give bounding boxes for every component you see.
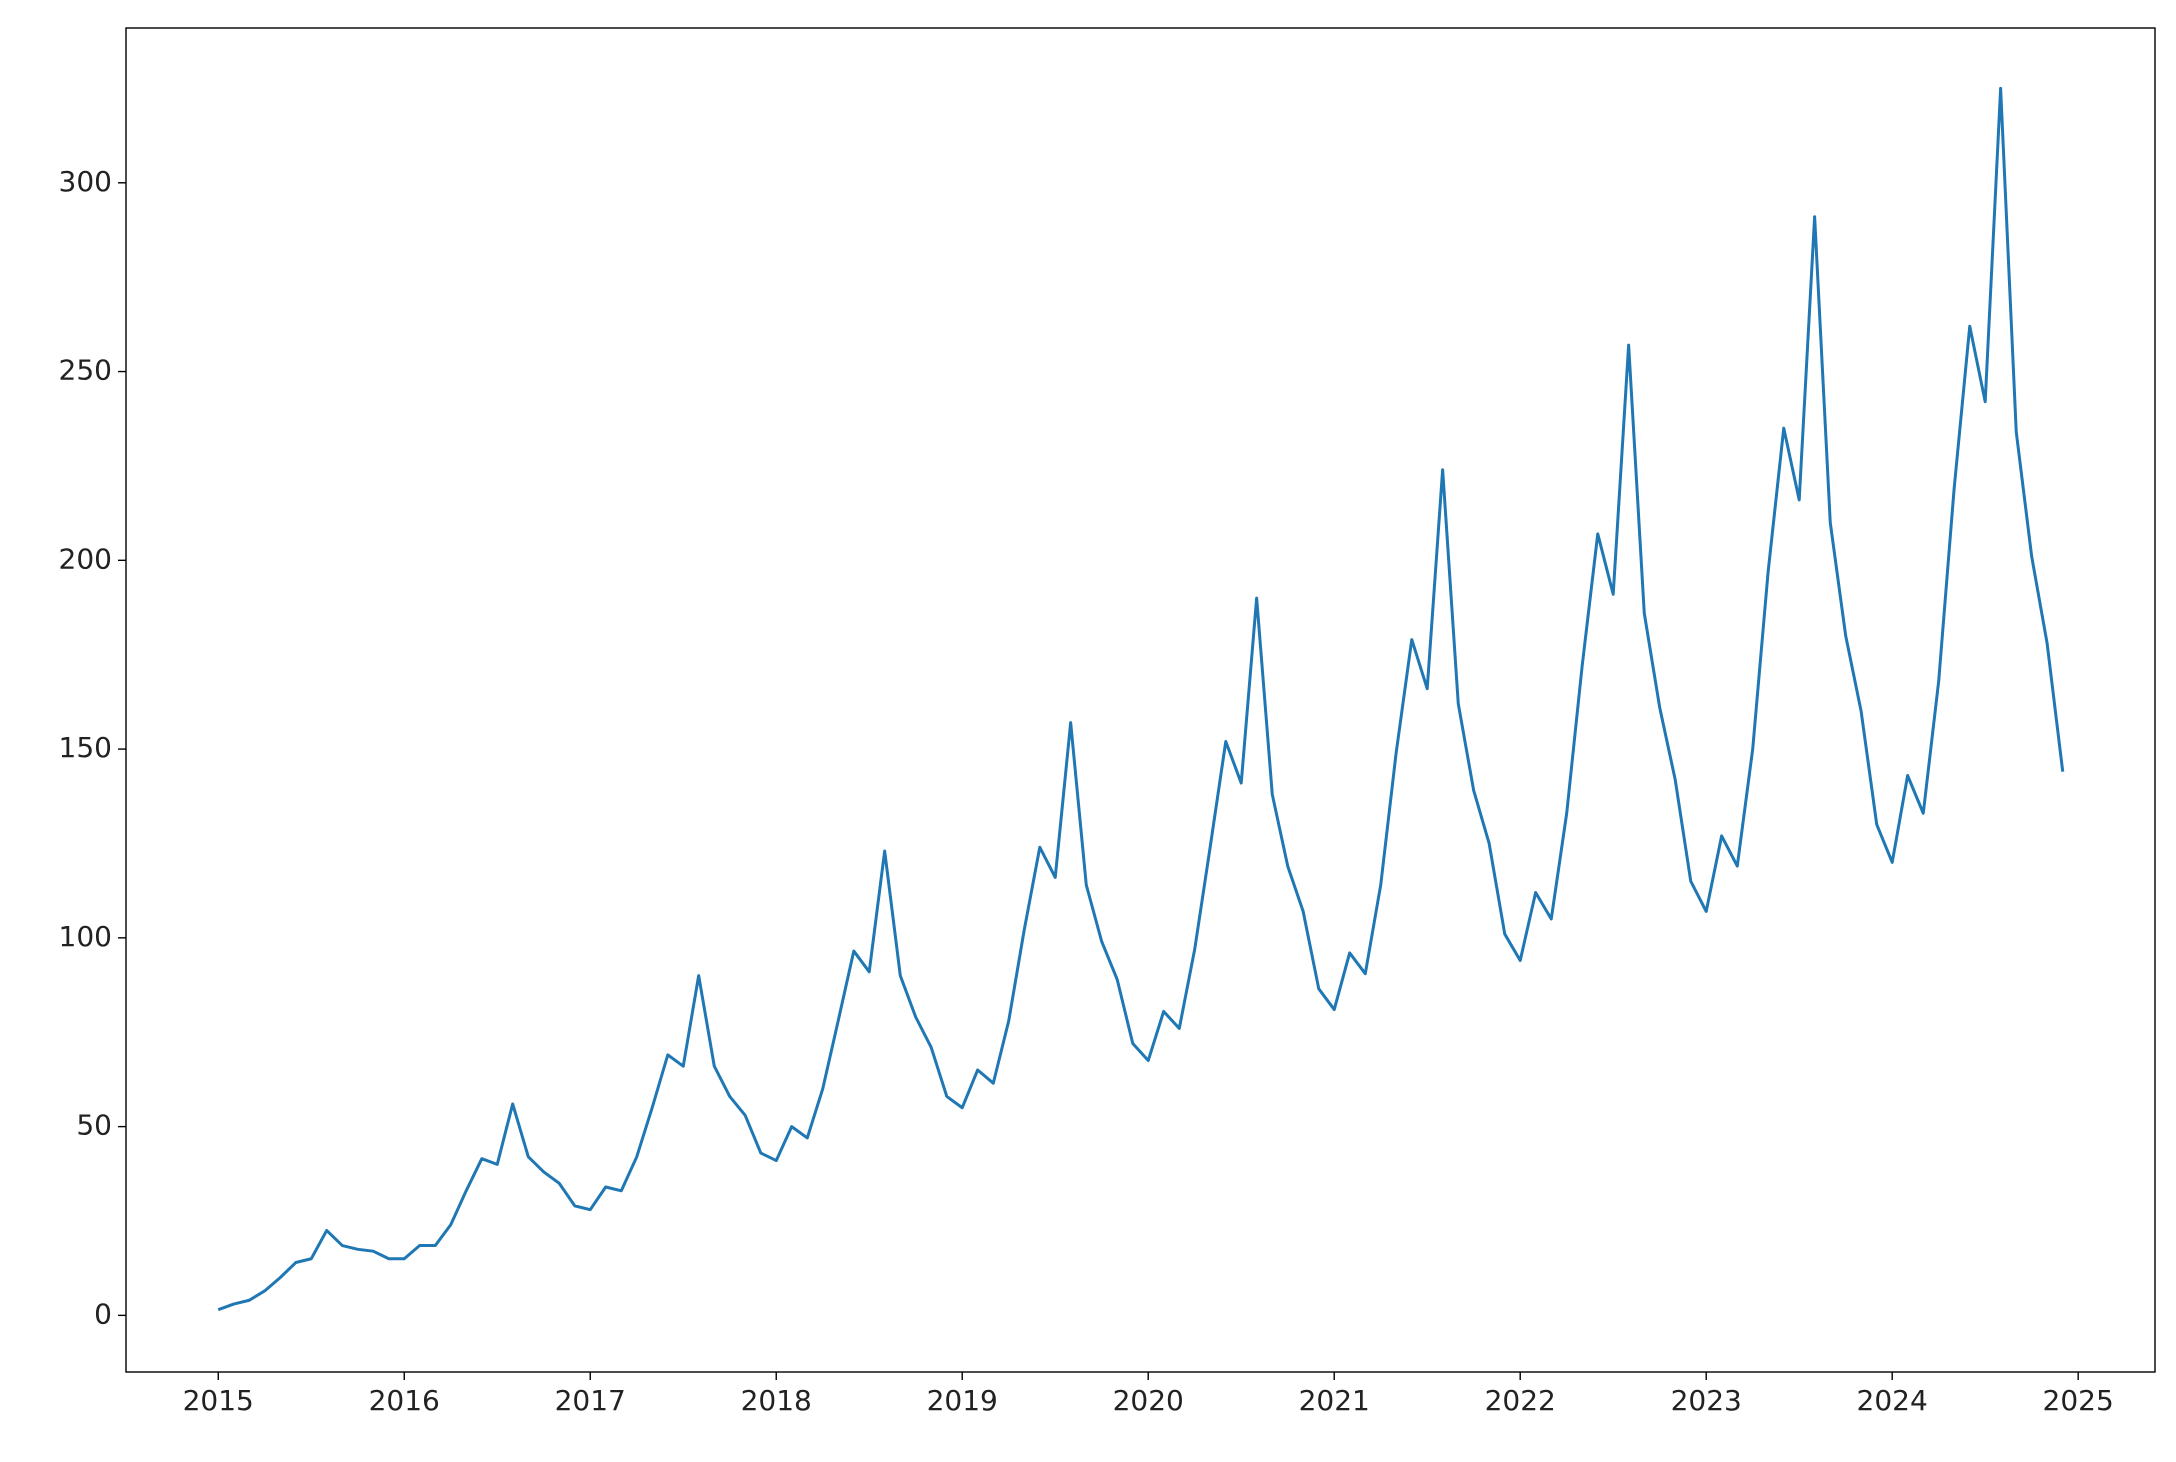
- x-tick-label: 2024: [1857, 1384, 1928, 1417]
- y-tick-label: 250: [59, 354, 112, 387]
- x-tick-label: 2022: [1485, 1384, 1556, 1417]
- x-tick-label: 2020: [1113, 1384, 1184, 1417]
- x-tick-label: 2016: [369, 1384, 440, 1417]
- y-tick-label: 100: [59, 920, 112, 953]
- x-tick-label: 2025: [2043, 1384, 2114, 1417]
- x-tick-label: 2018: [741, 1384, 812, 1417]
- data-line: [217, 86, 2065, 1312]
- y-tick-label: 0: [94, 1297, 112, 1330]
- x-tick-label: 2019: [927, 1384, 998, 1417]
- x-tick-label: 2015: [183, 1384, 254, 1417]
- x-tick-label: 2017: [555, 1384, 626, 1417]
- x-tick-label: 2023: [1671, 1384, 1742, 1417]
- y-tick-label: 300: [59, 165, 112, 198]
- plot-frame: [125, 27, 2156, 1373]
- y-tick-label: 200: [59, 542, 112, 575]
- y-tick-label: 50: [76, 1109, 112, 1142]
- y-tick-label: 150: [59, 731, 112, 764]
- x-tick-label: 2021: [1299, 1384, 1370, 1417]
